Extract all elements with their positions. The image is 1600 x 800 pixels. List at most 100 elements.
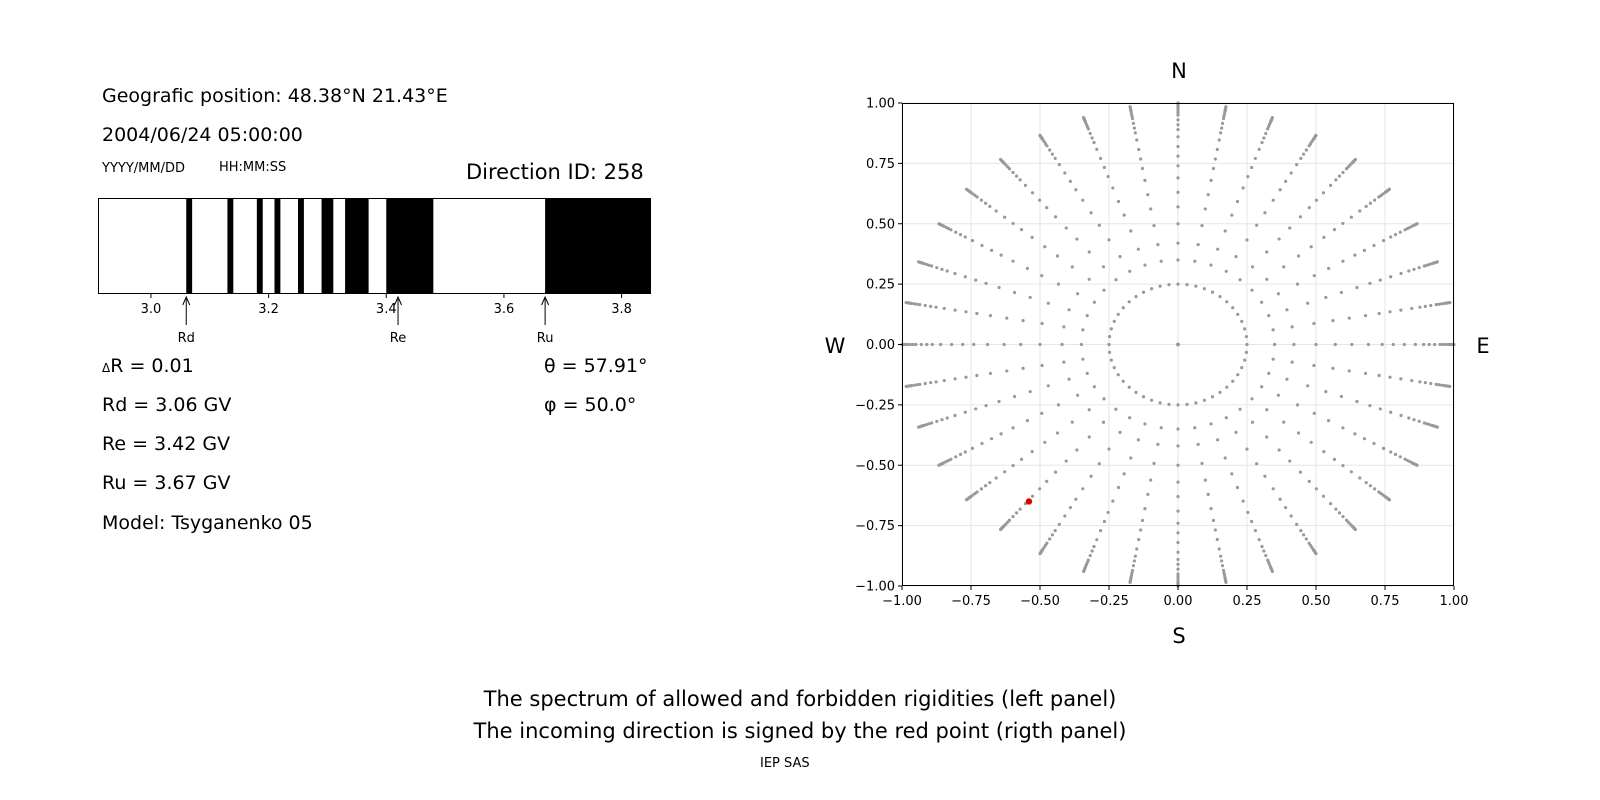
direction-point <box>1238 407 1242 411</box>
direction-point <box>1441 342 1445 347</box>
direction-point <box>1149 207 1153 211</box>
compass-east-label: E <box>1476 334 1489 358</box>
direction-point <box>1156 442 1160 446</box>
direction-point <box>1081 198 1085 202</box>
direction-point <box>1089 474 1093 478</box>
direction-point <box>939 342 943 347</box>
direction-point <box>1127 300 1131 304</box>
direction-point <box>997 399 1001 404</box>
x-tick-label: 3.0 <box>141 302 162 317</box>
direction-point <box>1114 278 1118 282</box>
direction-point <box>998 157 1003 162</box>
direction-point <box>1209 422 1213 426</box>
x-tick-label: 0.75 <box>1371 594 1400 609</box>
direction-point <box>1203 478 1207 482</box>
direction-point <box>1314 133 1318 137</box>
direction-point <box>1282 265 1286 269</box>
direction-point <box>1393 233 1398 237</box>
direction-point <box>1025 418 1030 423</box>
direction-point <box>1074 497 1078 501</box>
direction-point <box>1295 522 1299 526</box>
direction-point <box>1050 533 1055 537</box>
direction-point <box>1301 533 1306 537</box>
direction-point <box>1176 557 1180 562</box>
direction-point <box>1387 187 1392 191</box>
direction-point <box>1413 342 1417 347</box>
direction-point <box>1193 259 1197 263</box>
direction-point <box>970 239 975 243</box>
direction-point <box>1312 363 1316 368</box>
direction-point <box>1176 176 1180 180</box>
direction-point <box>929 381 933 385</box>
direction-point <box>1087 277 1091 281</box>
direction-point <box>1019 228 1024 232</box>
direction-point <box>1440 383 1444 387</box>
direction-point <box>1427 342 1431 347</box>
rd-value: Rd = 3.06 GV <box>102 394 232 416</box>
direction-point <box>1271 487 1275 491</box>
direction-point <box>1231 306 1235 310</box>
direction-point <box>918 382 922 386</box>
direction-point <box>1314 198 1318 202</box>
model-name: Model: Tsyganenko 05 <box>102 512 313 534</box>
x-tick-label: 3.2 <box>258 302 279 317</box>
direction-point <box>1082 569 1086 574</box>
x-tick-label: −0.25 <box>1089 594 1129 609</box>
direction-point <box>1222 112 1227 116</box>
credit-label: IEP SAS <box>760 756 810 771</box>
direction-point <box>1213 528 1217 532</box>
direction-point <box>1337 511 1342 515</box>
direction-point <box>1202 287 1207 291</box>
direction-point <box>1417 266 1421 270</box>
direction-point <box>997 285 1001 290</box>
direction-point <box>1070 420 1074 424</box>
direction-point <box>1143 507 1147 511</box>
direction-point <box>1267 371 1271 376</box>
direction-point <box>1278 188 1282 192</box>
direction-point <box>937 222 941 226</box>
direction-point <box>1422 264 1426 268</box>
direction-point <box>1063 514 1067 518</box>
direction-point <box>1040 321 1044 326</box>
direction-point <box>1295 403 1300 407</box>
direction-point <box>1332 457 1337 461</box>
direction-point <box>1048 537 1052 541</box>
direction-point <box>1149 287 1154 291</box>
direction-point <box>1038 487 1042 491</box>
direction-point <box>1129 456 1133 460</box>
direction-point <box>1057 163 1061 167</box>
x-tick-label: −0.75 <box>951 594 991 609</box>
direction-sky-map: −1.00 −0.75 −0.50 −0.25 0.00 0.25 0.50 0.75 1.00… <box>825 59 1490 648</box>
direction-point <box>1130 114 1134 118</box>
direction-point <box>1076 393 1080 397</box>
direction-point <box>1176 241 1180 245</box>
direction-point <box>1285 377 1289 381</box>
direction-point <box>1222 114 1226 118</box>
direction-point <box>1393 452 1398 456</box>
direction-point <box>1206 492 1210 496</box>
caption-line-1: The spectrum of allowed and forbidden ri… <box>483 687 1117 711</box>
direction-point <box>1425 422 1429 426</box>
direction-point <box>1389 410 1393 414</box>
direction-point <box>1106 510 1110 515</box>
direction-point <box>1240 319 1244 323</box>
direction-point <box>1045 206 1049 210</box>
direction-point <box>1176 342 1180 347</box>
direction-point <box>1131 121 1136 125</box>
direction-point <box>1019 342 1023 347</box>
direction-point <box>1253 156 1258 161</box>
direction-point <box>1437 383 1441 387</box>
direction-point <box>1095 147 1099 151</box>
direction-point <box>1255 462 1259 466</box>
direction-point <box>1314 342 1318 347</box>
direction-point <box>1133 131 1137 135</box>
direction-point <box>1322 450 1326 454</box>
direction-point <box>1364 204 1368 208</box>
direction-point <box>1223 229 1227 233</box>
direction-point <box>1246 174 1250 179</box>
direction-point <box>1245 342 1249 347</box>
direction-point <box>963 450 967 454</box>
direction-point <box>1014 511 1019 515</box>
forbidden-band <box>256 198 263 294</box>
direction-point <box>989 248 994 252</box>
